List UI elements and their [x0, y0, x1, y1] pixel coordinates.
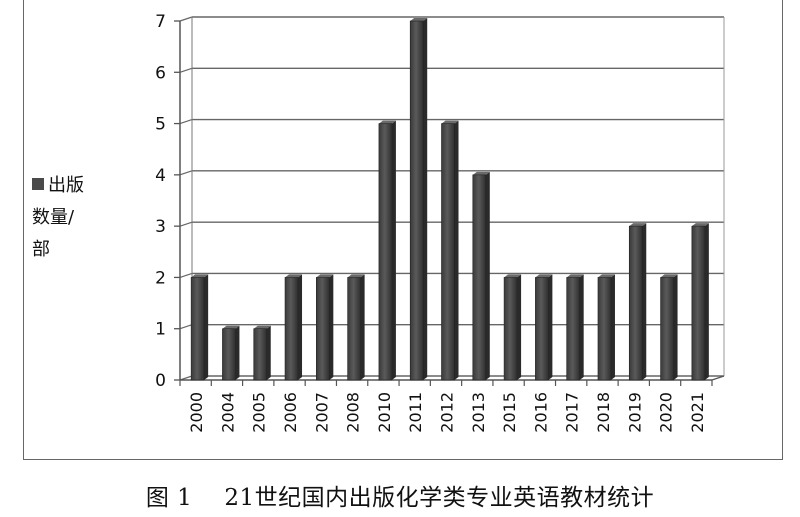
legend-line-1: 出版 [32, 170, 122, 202]
figure-caption: 图 1 21世纪国内出版化学类专业英语教材统计 [0, 478, 800, 512]
x-tick-label: 2021 [688, 392, 707, 433]
caption-text: 21世纪国内出版化学类专业英语教材统计 [224, 485, 655, 511]
legend-swatch [32, 178, 44, 190]
x-tick-label: 2013 [469, 392, 488, 433]
legend-line-2: 数量/ [32, 207, 75, 228]
bar [441, 120, 459, 381]
legend: 出版 数量/ 部 [32, 170, 122, 266]
x-tick-label: 2000 [187, 392, 206, 433]
x-tick-label: 2018 [594, 392, 613, 433]
bar [378, 120, 396, 381]
x-tick-label: 2015 [500, 392, 519, 433]
bar [284, 274, 303, 381]
y-tick-label: 5 [155, 115, 166, 135]
bar [535, 274, 553, 381]
y-tick-label: 2 [155, 268, 166, 288]
x-tick-label: 2007 [312, 392, 331, 433]
x-tick-label: 2005 [250, 392, 269, 433]
bar [347, 274, 365, 381]
legend-line-3: 部 [32, 239, 50, 260]
bars-layer [190, 18, 709, 381]
y-tick-label: 1 [155, 320, 166, 340]
bar [316, 274, 334, 381]
bar [409, 18, 428, 381]
x-tick-label: 2008 [344, 392, 363, 433]
x-tick-label: 2020 [657, 392, 676, 433]
bar [253, 325, 271, 381]
x-tick-labels: 2000 2004 2005 2006 2007 2008 2010 2011 2012 2013… [187, 392, 707, 433]
y-tick-labels: 0 1 2 3 4 5 6 7 [155, 12, 166, 391]
x-tick-label: 2004 [218, 392, 237, 433]
bar [222, 325, 240, 381]
bar [660, 274, 678, 381]
y-tick-label: 7 [155, 12, 166, 32]
x-tick-label: 2011 [406, 392, 425, 433]
bar [566, 274, 584, 381]
caption-prefix: 图 1 [145, 485, 193, 511]
x-tick-label: 2016 [531, 392, 550, 433]
x-tick-label: 2006 [281, 392, 300, 433]
legend-text-1: 出版 [48, 175, 84, 196]
x-tick-label: 2017 [563, 392, 582, 433]
chart-frame [23, 0, 783, 460]
y-tick-label: 6 [155, 63, 166, 83]
bar [190, 274, 209, 381]
x-tick-label: 2010 [375, 392, 394, 433]
bar [597, 274, 615, 381]
bar [628, 223, 647, 381]
y-tick-label: 0 [155, 371, 166, 391]
y-tick-label: 3 [155, 217, 166, 237]
bar [472, 171, 490, 381]
y-tick-label: 4 [155, 166, 166, 186]
x-tick-label: 2012 [438, 392, 457, 433]
bar [691, 223, 709, 381]
bar [503, 274, 522, 381]
x-tick-label: 2019 [625, 392, 644, 433]
